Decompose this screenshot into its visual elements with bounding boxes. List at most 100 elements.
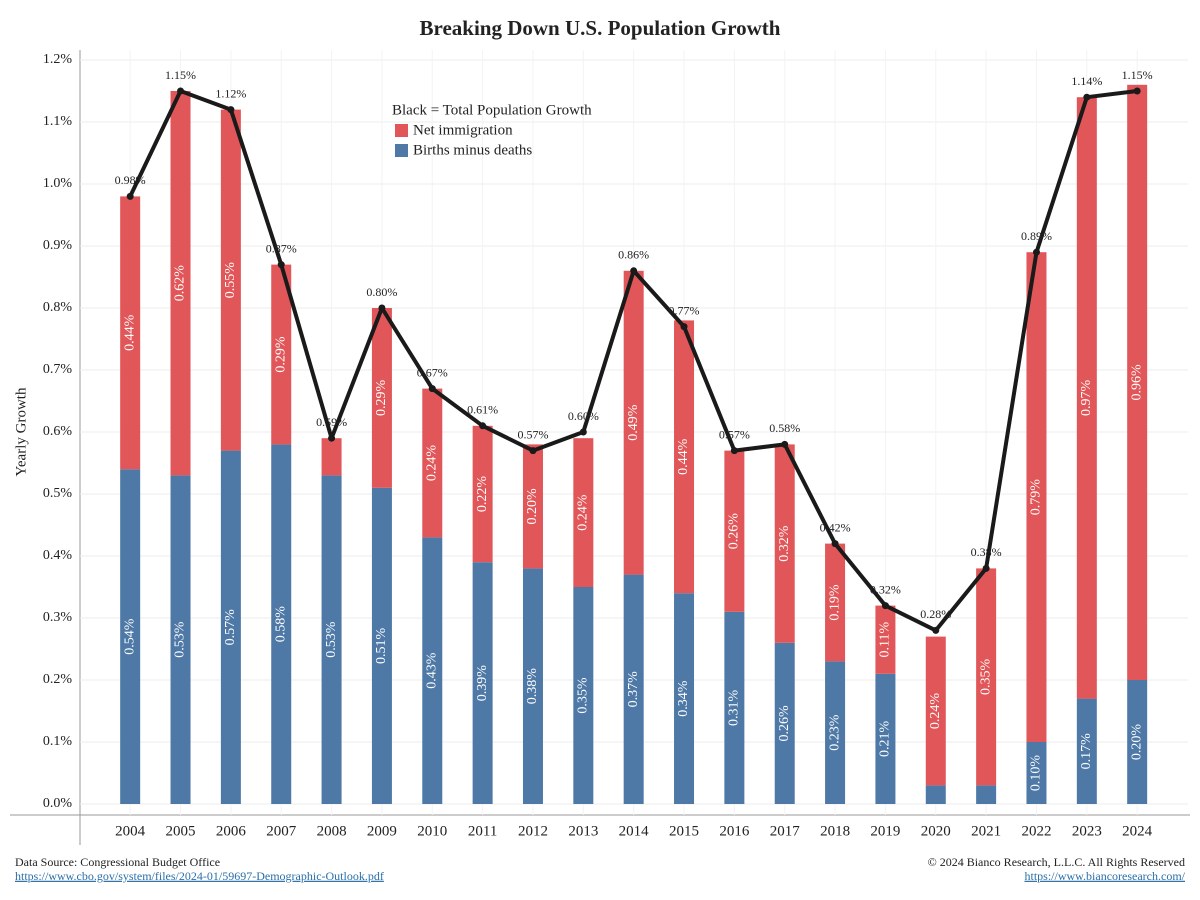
value-label: 0.97% [1079, 379, 1094, 416]
bar-segment [774, 444, 795, 643]
y-tick-label: 0.4% [43, 548, 73, 563]
value-label: 0.79% [1029, 479, 1044, 515]
value-label: 0.22% [475, 476, 490, 513]
value-label: 0.34% [676, 680, 691, 717]
x-tick-label: 2004 [115, 823, 146, 839]
line-point [881, 602, 889, 610]
value-label: 0.57% [223, 609, 238, 646]
footer-site-url[interactable]: https://www.biancoresearch.com/ [1024, 869, 1185, 883]
x-tick-label: 2023 [1072, 823, 1102, 839]
line-value-label: 1.14% [1071, 74, 1102, 88]
bar-segment [674, 320, 695, 594]
bar-segment [371, 308, 392, 488]
value-label: 0.53% [173, 621, 188, 658]
line-point [428, 385, 436, 393]
bar-segment [623, 270, 644, 575]
value-label: 0.35% [576, 677, 591, 714]
line-point [630, 267, 638, 275]
value-label: 0.35% [978, 658, 993, 695]
value-label: 0.31% [727, 689, 742, 726]
footer-source-url[interactable]: https://www.cbo.gov/system/files/2024-01… [15, 869, 384, 883]
line-point [378, 304, 386, 312]
bar-segment [321, 475, 342, 804]
bar-segment [371, 487, 392, 804]
value-label: 0.54% [122, 618, 137, 655]
value-label: 0.20% [1129, 724, 1144, 761]
x-tick-label: 2012 [518, 823, 548, 839]
y-tick-label: 0.1% [43, 734, 73, 749]
y-tick-label: 0.8% [43, 300, 73, 315]
value-label: 0.32% [777, 525, 792, 562]
bar-segment [925, 785, 946, 804]
bar-segment [120, 196, 141, 470]
value-label: 0.26% [727, 513, 742, 550]
y-axis-label: Yearly Growth [13, 387, 29, 476]
bar-segment [1076, 97, 1097, 699]
value-label: 0.49% [626, 404, 641, 441]
x-tick-label: 2018 [820, 823, 850, 839]
value-label: 0.17% [1079, 733, 1094, 770]
y-tick-label: 0.2% [43, 672, 73, 687]
y-tick-label: 1.1% [43, 114, 73, 129]
bar-segment [774, 642, 795, 804]
line-point [831, 540, 839, 548]
bar-segment [825, 661, 846, 804]
x-tick-label: 2024 [1122, 823, 1153, 839]
x-tick-label: 2010 [417, 823, 447, 839]
bar-segment [976, 568, 997, 786]
bar-segment [724, 450, 745, 612]
footer-copyright: © 2024 Bianco Research, L.L.C. All Right… [928, 855, 1185, 869]
bar-segment [422, 388, 443, 538]
line-point [227, 106, 235, 114]
y-tick-label: 0.9% [43, 238, 73, 253]
bar-segment [1026, 252, 1047, 742]
x-tick-label: 2011 [468, 823, 497, 839]
value-label: 0.53% [324, 621, 339, 658]
line-value-label: 0.67% [417, 365, 448, 379]
bar-segment [220, 109, 241, 451]
line-point [982, 564, 990, 572]
bar-segment [271, 444, 292, 804]
line-value-label: 0.38% [971, 545, 1002, 559]
x-tick-label: 2013 [568, 823, 598, 839]
bar-segment [623, 574, 644, 804]
bar-segment [220, 450, 241, 804]
x-tick-label: 2016 [719, 823, 750, 839]
line-point [277, 261, 285, 269]
line-value-label: 0.42% [820, 520, 851, 534]
value-label: 0.39% [475, 665, 490, 702]
line-value-label: 0.58% [769, 421, 800, 435]
value-label: 0.19% [827, 584, 842, 621]
y-tick-label: 0.0% [43, 796, 73, 811]
bar-segment [522, 568, 543, 804]
line-point [1083, 93, 1091, 101]
bar-segment [1076, 698, 1097, 804]
x-tick-label: 2022 [1021, 823, 1051, 839]
line-value-label: 0.98% [115, 173, 146, 187]
value-label: 0.29% [273, 336, 288, 373]
bar-segment [472, 562, 493, 804]
line-point [328, 434, 336, 442]
value-label: 0.37% [626, 671, 641, 708]
value-label: 0.96% [1129, 364, 1144, 401]
bar-segment [170, 475, 191, 804]
line-point [932, 626, 940, 634]
value-label: 0.24% [424, 445, 439, 482]
line-point [126, 192, 134, 200]
bar-segment [825, 543, 846, 662]
value-label: 0.23% [827, 714, 842, 751]
line-point [781, 440, 789, 448]
value-label: 0.44% [676, 438, 691, 475]
bar-segment [875, 605, 896, 674]
y-tick-label: 0.5% [43, 486, 73, 501]
bar-segment [170, 91, 191, 476]
bar-segment [875, 673, 896, 804]
bar-segment [422, 537, 443, 804]
value-label: 0.51% [374, 627, 389, 664]
x-tick-label: 2017 [770, 823, 801, 839]
value-label: 0.58% [273, 606, 288, 643]
y-tick-label: 1.2% [43, 52, 73, 67]
line-value-label: 0.80% [366, 285, 397, 299]
y-tick-label: 0.7% [43, 362, 73, 377]
line-value-label: 1.12% [215, 86, 246, 100]
